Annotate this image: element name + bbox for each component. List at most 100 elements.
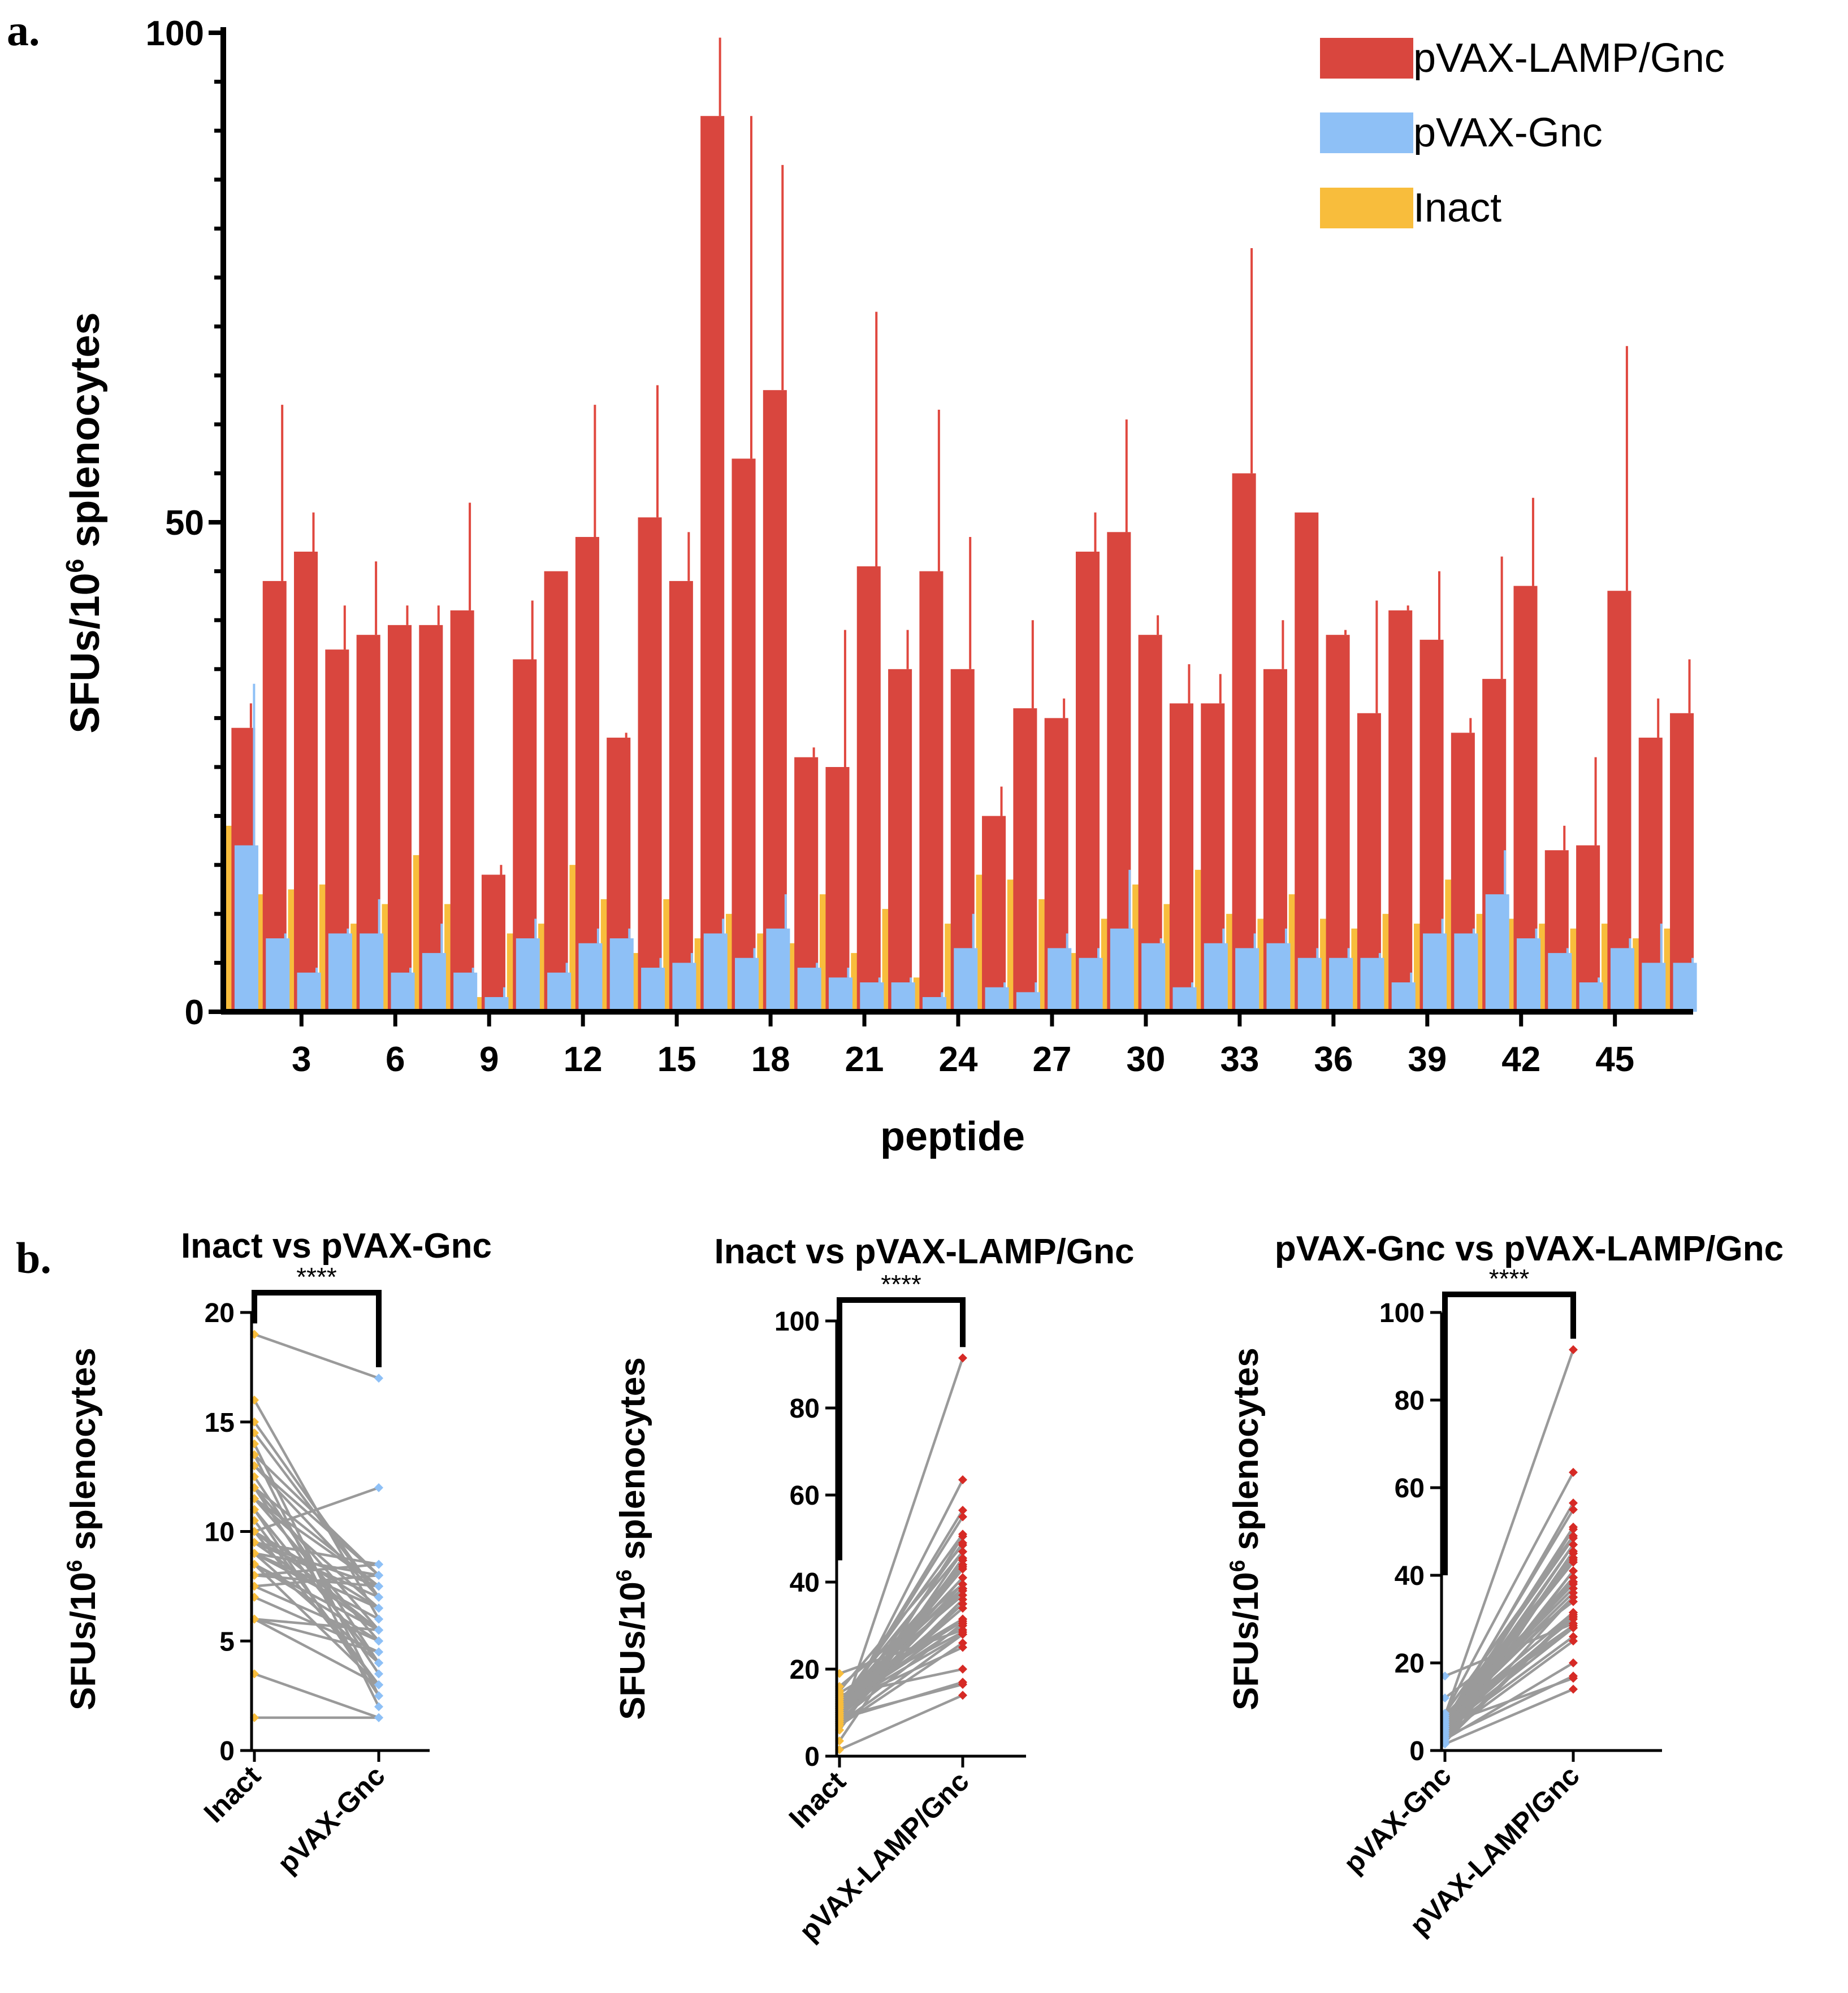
bar-pvax-gnc-39: [1423, 933, 1447, 1012]
significance-bracket: [1442, 1292, 1576, 1575]
pair-line-43: [253, 1552, 380, 1621]
bar-pvax-lamp-gnc-3: [294, 551, 318, 1012]
point-pvax-lamp-gnc-45: [1569, 1557, 1578, 1567]
bar-pvax-gnc-37: [1360, 957, 1384, 1012]
y-tick-label-40: 40: [1395, 1561, 1425, 1591]
point-pvax-lamp-gnc-16: [1569, 1345, 1578, 1354]
paired-plot-pvax-gnc-vs-pvax-lamp-gnc: 020406080100pVAX-GncpVAX-LAMP/GncpVAX-Gn…: [1225, 1229, 1784, 1942]
bar-pvax-lamp-gnc-31: [1169, 703, 1193, 1012]
y-axis-title: SFUs/106 splenocytes: [612, 1357, 652, 1720]
point-pvax-gnc-20: [374, 1669, 383, 1679]
point-pvax-gnc-44: [374, 1680, 383, 1689]
bar-pvax-lamp-gnc-16: [700, 116, 725, 1012]
panel-label-b: b.: [16, 1233, 51, 1283]
pair-line-42: [838, 1566, 964, 1716]
x-tick-label-15: 15: [657, 1040, 696, 1079]
pair-line-9: [839, 1694, 963, 1751]
point-pvax-lamp-gnc-25: [1569, 1658, 1578, 1667]
point-pvax-gnc-41: [374, 1483, 383, 1492]
bar-pvax-gnc-35: [1297, 957, 1322, 1012]
point-pvax-lamp-gnc-29: [958, 1538, 967, 1548]
point-pvax-lamp-gnc-20: [1569, 1636, 1578, 1646]
pair-line-29: [254, 1541, 379, 1566]
pair-line-14: [254, 1618, 379, 1653]
point-pvax-lamp-gnc-33: [958, 1512, 967, 1522]
point-pvax-gnc-23: [374, 1713, 383, 1722]
point-pvax-lamp-gnc-45: [958, 1564, 967, 1574]
y-tick-label-40: 40: [790, 1568, 820, 1598]
y-axis-title: SFUs/106 splenocytes: [62, 1348, 103, 1710]
y-tick-label-5: 5: [219, 1627, 235, 1657]
point-pvax-lamp-gnc-28: [1569, 1540, 1578, 1549]
bar-pvax-lamp-gnc-9: [481, 874, 505, 1012]
point-pvax-lamp-gnc-47: [958, 1619, 967, 1628]
bar-pvax-lamp-gnc-26: [1013, 708, 1037, 1012]
bar-pvax-gnc-30: [1141, 943, 1166, 1012]
pair-line-44: [1444, 1675, 1574, 1739]
bar-pvax-gnc-40: [1454, 933, 1478, 1012]
point-pvax-lamp-gnc-39: [1569, 1579, 1578, 1589]
bar-pvax-gnc-31: [1172, 987, 1197, 1012]
x-tick-label-24: 24: [939, 1040, 978, 1079]
pair-line-33: [838, 1516, 964, 1714]
bar-pvax-gnc-18: [766, 928, 790, 1012]
pair-line-18: [1444, 1471, 1574, 1714]
legend-label-pvax-lamp-gnc: pVAX-LAMP/Gnc: [1413, 36, 1725, 81]
bar-pvax-gnc-11: [547, 972, 572, 1012]
pair-line-46: [254, 1585, 379, 1643]
bar-pvax-gnc-21: [860, 982, 884, 1012]
pair-line-42: [1444, 1559, 1574, 1719]
point-pvax-lamp-gnc-39: [958, 1586, 967, 1596]
bar-pvax-gnc-16: [703, 933, 728, 1012]
legend-label-inact: Inact: [1413, 185, 1501, 231]
x-tick-label-21: 21: [845, 1040, 884, 1079]
bar-pvax-lamp-gnc-8: [450, 610, 474, 1012]
bar-pvax-gnc-32: [1204, 943, 1228, 1012]
point-pvax-lamp-gnc-44: [958, 1678, 967, 1687]
bar-pvax-gnc-29: [1110, 928, 1134, 1012]
y-tick-label-20: 20: [205, 1298, 235, 1328]
bar-pvax-lamp-gnc-38: [1388, 610, 1413, 1012]
bar-pvax-lamp-gnc-22: [888, 669, 912, 1012]
x-tick-label-3: 3: [292, 1040, 311, 1079]
bar-pvax-gnc-1: [234, 845, 258, 1012]
bar-pvax-lamp-gnc-14: [638, 517, 662, 1012]
pair-line-47: [838, 1622, 964, 1721]
pair-line-37: [253, 1563, 380, 1631]
bar-pvax-gnc-45: [1610, 948, 1634, 1012]
paired-plot-inact-vs-pvax-gnc: 0 5 10 15 20 Inact pVAX-Gnc Inact vs pVAX-Gnc SF…: [62, 1227, 492, 1879]
bar-pvax-gnc-6: [391, 972, 415, 1012]
y-tick-label-20: 20: [1395, 1649, 1425, 1679]
bar-pvax-lamp-gnc-25: [982, 816, 1006, 1012]
bar-pvax-gnc-36: [1329, 957, 1353, 1012]
pair-line-33: [1444, 1509, 1574, 1723]
bar-pvax-gnc-20: [828, 977, 853, 1012]
y-tick-label-100: 100: [774, 1307, 820, 1337]
point-pvax-lamp-gnc-17: [1569, 1498, 1578, 1508]
y-tick-label-0: 0: [1409, 1736, 1425, 1766]
legend-swatch-pvax-gnc: [1320, 112, 1413, 153]
y-tick-label-0: 0: [185, 993, 204, 1032]
pair-line-40: [1444, 1624, 1574, 1717]
y-axis-title: SFUs/106 splenocytes: [1225, 1348, 1266, 1710]
significance-label: ****: [296, 1262, 337, 1292]
pair-line-23: [254, 1673, 379, 1719]
point-pvax-lamp-gnc-41: [1569, 1597, 1578, 1606]
point-pvax-lamp-gnc-9: [958, 1691, 967, 1700]
x-tick-label-12: 12: [564, 1040, 603, 1079]
bar-pvax-lamp-gnc-36: [1326, 635, 1350, 1012]
pair-line-42: [254, 1541, 379, 1588]
x-tick-label-18: 18: [751, 1040, 790, 1079]
point-pvax-lamp-gnc-38: [1569, 1566, 1578, 1576]
point-pvax-gnc-42: [374, 1582, 383, 1591]
bar-pvax-lamp-gnc-15: [669, 580, 693, 1012]
point-pvax-lamp-gnc-29: [1569, 1531, 1578, 1541]
pair-line-9: [1444, 1688, 1574, 1745]
pair-line-45: [838, 1568, 964, 1718]
bar-pvax-gnc-47: [1673, 963, 1697, 1012]
bar-pvax-lamp-gnc-17: [732, 458, 756, 1012]
bar-pvax-gnc-28: [1079, 957, 1103, 1012]
significance-bracket: [252, 1290, 382, 1367]
y-tick-label-10: 10: [205, 1518, 235, 1548]
